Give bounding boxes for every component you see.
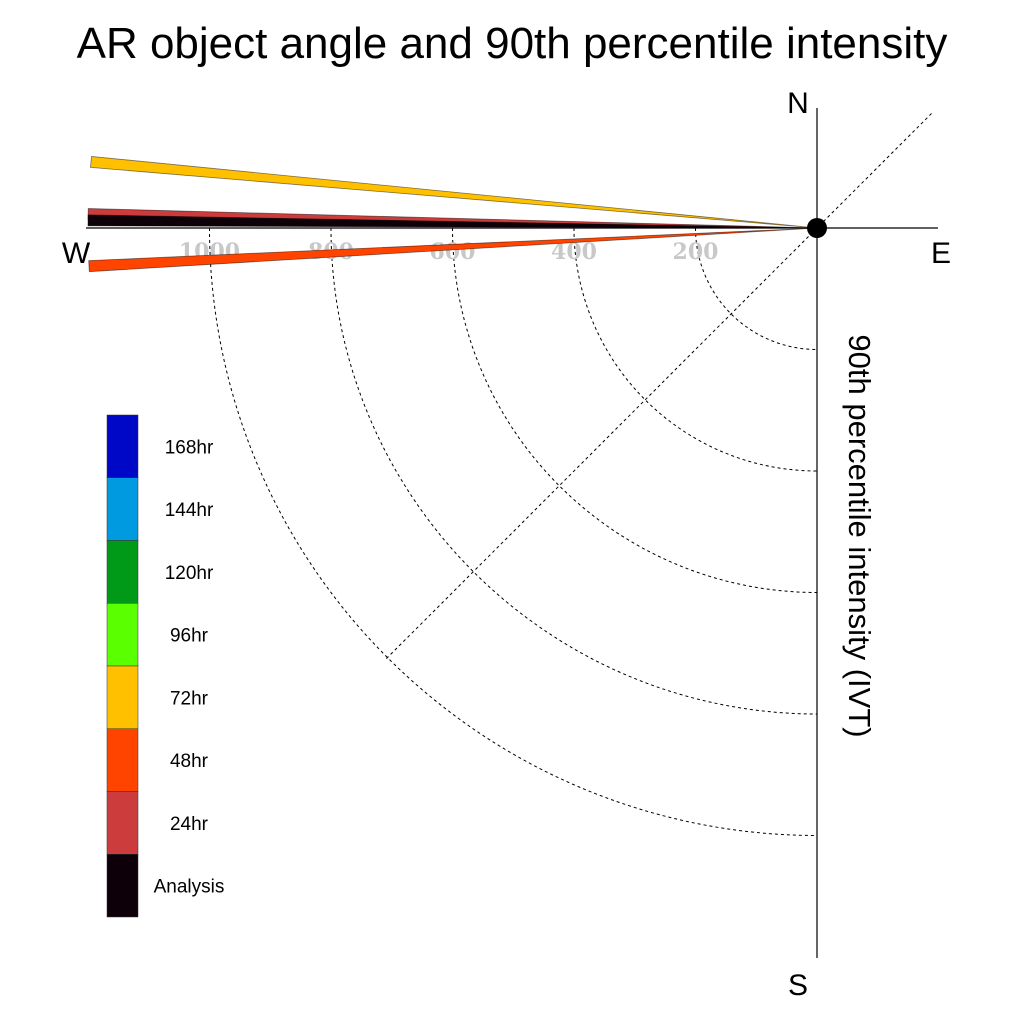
legend-label-120hr: 120hr bbox=[165, 563, 214, 584]
legend-label-analysis: Analysis bbox=[154, 877, 225, 898]
series-vector-72hr bbox=[90, 156, 818, 229]
legend-label-144hr: 144hr bbox=[165, 500, 214, 521]
series-vector-analysis bbox=[87, 214, 818, 229]
legend-swatch-48hr bbox=[106, 728, 139, 792]
radial-grid-arc-1000 bbox=[209, 227, 818, 836]
legend-swatch-72hr bbox=[106, 665, 139, 729]
radial-grid-arc-400 bbox=[573, 227, 818, 472]
radial-tick-label-600: 600 bbox=[430, 239, 476, 265]
legend-swatch-168hr bbox=[106, 414, 139, 478]
y-axis-label: 90th percentile intensity (IVT) bbox=[842, 334, 877, 737]
radial-grid-arc-600 bbox=[452, 227, 818, 593]
compass-west-label: W bbox=[62, 237, 91, 270]
radial-tick-label-200: 200 bbox=[673, 239, 719, 265]
legend-swatch-96hr bbox=[106, 603, 139, 667]
legend-label-96hr: 96hr bbox=[170, 626, 209, 647]
legend-label-48hr: 48hr bbox=[170, 751, 209, 772]
radial-grid-arc-200 bbox=[695, 227, 818, 350]
compass-south-label: S bbox=[788, 969, 808, 1002]
legend-swatch-24hr bbox=[106, 791, 139, 855]
compass-east-label: E bbox=[931, 237, 951, 270]
legend-label-168hr: 168hr bbox=[165, 437, 214, 458]
series-vector-48hr bbox=[88, 227, 818, 273]
series-vectors bbox=[87, 156, 818, 273]
legend-label-24hr: 24hr bbox=[170, 814, 209, 835]
radial-grid-arc-800 bbox=[330, 227, 818, 715]
chart-title: AR object angle and 90th percentile inte… bbox=[77, 19, 948, 68]
compass-north-label: N bbox=[787, 87, 809, 120]
legend-swatch-144hr bbox=[106, 477, 139, 541]
legend-swatch-120hr bbox=[106, 540, 139, 604]
grid bbox=[209, 113, 932, 836]
diagonal-reference-line bbox=[386, 113, 932, 659]
legend-label-72hr: 72hr bbox=[170, 688, 209, 709]
legend-swatch-analysis bbox=[106, 854, 139, 918]
legend: 168hr 144hr 120hr 96hr 72hr 48hr 24hr Analysis bbox=[106, 414, 225, 918]
origin-marker bbox=[807, 218, 827, 238]
